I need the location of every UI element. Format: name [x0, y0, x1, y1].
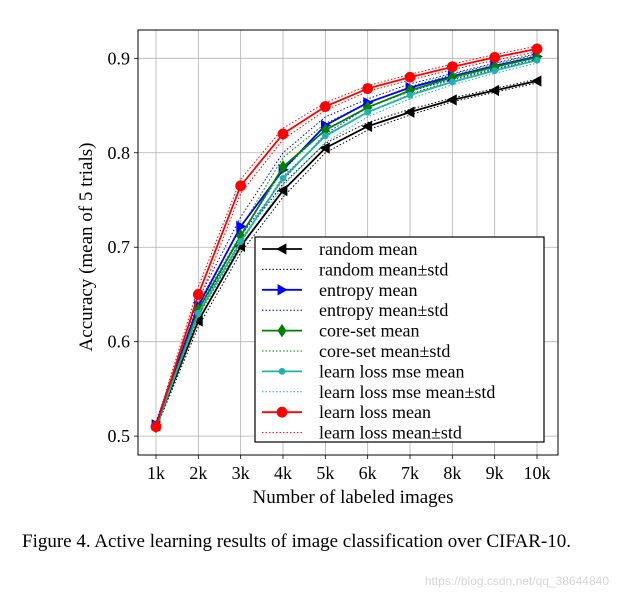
x-tick-label: 8k	[443, 463, 461, 483]
learn-loss-mse-mean-line	[155, 59, 538, 427]
random-mean-point	[404, 106, 415, 118]
learn-loss-mean-line	[155, 48, 538, 427]
learn-loss-mean-point	[319, 101, 331, 112]
legend-learn-loss-mse-mean-marker	[278, 367, 286, 375]
entropy-mean-line	[155, 55, 538, 426]
entropy-mean-std-lower-line	[155, 58, 538, 428]
legend-learn-loss-mse-mean-label: learn loss mse mean	[319, 361, 464, 381]
learn-loss-mean-point	[489, 51, 501, 63]
x-tick-label: 5k	[316, 463, 334, 483]
learn-loss-mean-std-lower-line	[155, 51, 538, 430]
learn-loss-mse-mean-point	[491, 67, 499, 75]
legend-core-set-mean-std-label: core-set mean±std	[319, 341, 450, 361]
legend-entropy-mean-label: entropy mean	[319, 280, 417, 300]
legend-learn-loss-mean-marker	[276, 406, 288, 418]
mean-lines	[150, 43, 543, 434]
learn-loss-mse-mean-point	[364, 108, 372, 116]
watermark: https://blog.csdn.net/qq_38644840	[424, 574, 609, 588]
legend-learn-loss-mean-label: learn loss mean	[319, 402, 431, 422]
learn-loss-mse-mean-point	[533, 56, 541, 64]
random-mean-point	[277, 184, 288, 197]
legend-core-set-mean-label: core-set mean	[319, 321, 419, 341]
legend-core-set-mean-marker	[277, 323, 287, 338]
entropy-mean-point	[236, 220, 247, 233]
x-tick-label: 10k	[524, 463, 551, 483]
learn-loss-mean-point	[362, 83, 374, 94]
legend-random-mean-label: random mean	[319, 239, 417, 259]
learn-loss-mean-point	[192, 289, 204, 300]
legend-learn-loss-mean-std-label: learn loss mean±std	[319, 423, 462, 443]
x-tick-label: 9k	[486, 463, 504, 483]
learn-loss-mean-point	[235, 180, 247, 192]
x-tick-label: 1k	[147, 463, 165, 483]
random-mean-point	[446, 94, 457, 106]
y-tick-label: 0.6	[108, 332, 131, 352]
random-mean-std-lower-line	[155, 82, 538, 429]
learn-loss-mean-point	[446, 61, 458, 73]
core-set-mean-line	[155, 56, 538, 427]
legend-random-mean-marker	[276, 243, 287, 255]
legend-learn-loss-mse-mean-std-label: learn loss mse mean±std	[319, 382, 495, 402]
learn-loss-mse-mean-point	[194, 309, 202, 317]
random-mean-line	[155, 80, 538, 427]
x-tick-label: 7k	[401, 463, 419, 483]
y-tick-label: 0.9	[108, 48, 131, 68]
core-set-mean-point	[278, 160, 288, 174]
learn-loss-mse-mean-point	[279, 174, 287, 182]
figure-caption: Figure 4. Active learning results of ima…	[22, 531, 571, 552]
legend-box	[254, 236, 545, 443]
entropy-mean-std-upper-line	[155, 53, 538, 423]
random-mean-point	[488, 84, 500, 97]
learn-loss-mse-mean-point	[406, 91, 414, 99]
core-set-mean-std-upper-line	[155, 54, 538, 424]
x-axis-label: Number of labeled images	[252, 487, 453, 508]
y-tick-label: 0.8	[108, 143, 131, 163]
learn-loss-mean-point	[277, 128, 289, 140]
random-mean-point	[319, 142, 330, 154]
y-axis-label: Accuracy (mean of 5 trials)	[76, 143, 97, 352]
x-tick-label: 6k	[359, 463, 377, 483]
learn-loss-mean-point	[404, 71, 416, 83]
axis-ticks: 1k 2k 3k 4k 5k 6k 7k 8k 9k 10k 0.5 0.6 0.7 0.8 0.9	[108, 48, 551, 483]
learn-loss-mse-mean-point	[448, 78, 456, 86]
learn-loss-mse-mean-point	[321, 132, 329, 140]
x-tick-label: 2k	[189, 463, 207, 483]
y-tick-label: 0.5	[108, 426, 131, 446]
learn-loss-mean-point	[531, 43, 543, 55]
random-mean-point	[361, 120, 373, 133]
x-tick-label: 3k	[232, 463, 250, 483]
legend-entropy-mean-marker	[277, 284, 288, 296]
learn-loss-mse-mean-point	[237, 238, 245, 245]
x-tick-label: 4k	[274, 463, 292, 483]
legend-random-mean-std-label: random mean±std	[319, 259, 448, 279]
random-mean-point	[192, 315, 203, 327]
plot-frame	[137, 29, 559, 456]
random-mean-point	[531, 75, 542, 87]
learn-loss-mean-point	[150, 421, 162, 433]
learn-loss-mean-std-upper-line	[155, 45, 538, 424]
y-tick-label: 0.7	[108, 237, 131, 257]
legend-entropy-mean-std-label: entropy mean±std	[319, 300, 448, 320]
accuracy-line-chart: 1k 2k 3k 4k 5k 6k 7k 8k 9k 10k 0.5 0.6 0.7 0.8 0.9 Num…	[76, 29, 559, 508]
